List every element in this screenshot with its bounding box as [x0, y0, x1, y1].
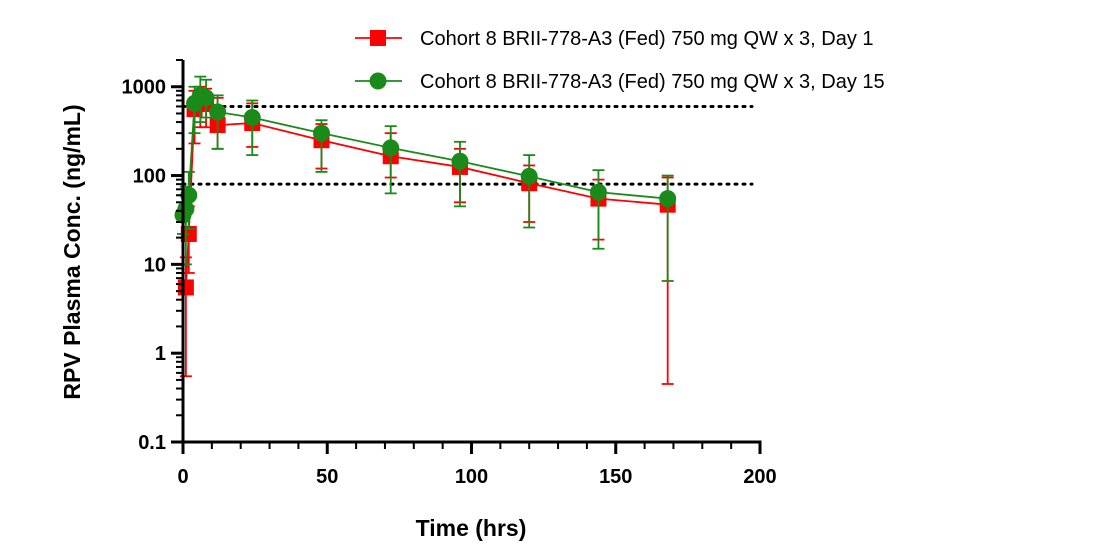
data-point [197, 89, 215, 107]
legend-item: Cohort 8 BRII-778-A3 (Fed) 750 mg QW x 3… [355, 71, 885, 93]
legend: Cohort 8 BRII-778-A3 (Fed) 750 mg QW x 3… [355, 28, 885, 93]
x-axis-ticks: 0 50 100 150 200 [177, 442, 777, 488]
y-tick-label: 10 [144, 254, 166, 276]
x-tick-label: 0 [177, 466, 188, 488]
legend-label: Cohort 8 BRII-778-A3 (Fed) 750 mg QW x 3… [420, 28, 874, 50]
axes: 0.1 1 10 100 1000 0 50 100 150 200 [122, 59, 777, 488]
data-point [177, 279, 194, 296]
x-tick-label: 50 [316, 466, 338, 488]
x-axis-title: Time (hrs) [416, 515, 527, 541]
legend-marker [370, 30, 386, 46]
series-layer [174, 75, 677, 385]
y-tick-label: 100 [133, 166, 166, 188]
y-tick-label: 1000 [122, 77, 167, 99]
legend-label: Cohort 8 BRII-778-A3 (Fed) 750 mg QW x 3… [420, 71, 885, 93]
x-tick-label: 150 [599, 466, 632, 488]
data-point [180, 186, 198, 204]
reference-lines [181, 104, 754, 186]
data-point [589, 183, 607, 201]
y-tick-label: 1 [155, 343, 166, 365]
y-tick-label: 0.1 [138, 432, 166, 454]
y-axis-ticks: 0.1 1 10 100 1000 [122, 59, 183, 454]
data-point [382, 139, 400, 157]
data-point [659, 190, 677, 208]
x-tick-label: 100 [455, 466, 488, 488]
x-tick-label: 200 [743, 466, 776, 488]
y-axis-title: RPV Plasma Conc. (ng/mL) [59, 104, 85, 399]
series-2 [174, 75, 677, 282]
series-line [182, 94, 668, 216]
data-point [451, 152, 469, 170]
data-point [312, 124, 330, 142]
data-point [209, 103, 227, 121]
legend-marker [369, 72, 387, 90]
data-point [520, 167, 538, 185]
legend-item: Cohort 8 BRII-778-A3 (Fed) 750 mg QW x 3… [355, 28, 874, 50]
data-point [243, 109, 261, 127]
